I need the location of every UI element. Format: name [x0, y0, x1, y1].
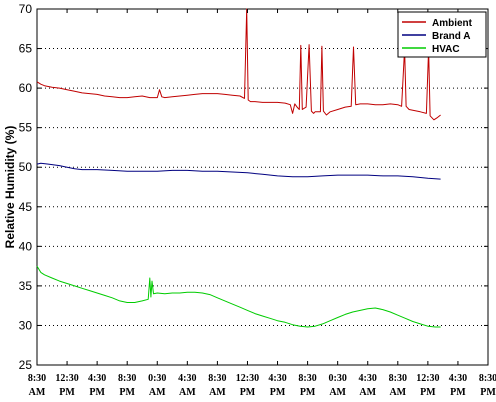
x-tick-label-period: PM: [89, 387, 105, 398]
x-tick-label-period: PM: [59, 387, 75, 398]
x-tick-label-time: 8:30: [298, 373, 316, 384]
axis-layer: 25 30 35 40 45 50 55 60 65 70 8:30 AM 12:30 PM 4:30 PM 8…: [19, 2, 496, 398]
y-tick-label: 60: [19, 81, 33, 95]
x-tick-label-time: 8:30: [28, 373, 46, 384]
x-tick-label-time: 4:30: [359, 373, 377, 384]
y-tick-label: 70: [19, 2, 33, 16]
plot-frame: [36, 8, 489, 366]
legend-label: HVAC: [432, 44, 460, 55]
series-line-brand-a: [36, 162, 441, 180]
y-tick-label: 45: [19, 200, 33, 214]
x-tick-label-time: 8:30: [208, 373, 226, 384]
x-tick-label-time: 8:30: [479, 373, 496, 384]
legend: Ambient Brand A HVAC: [397, 11, 487, 58]
x-tick-label-period: AM: [149, 387, 166, 398]
x-tick-label-time: 8:30: [389, 373, 407, 384]
x-tick-label-period: AM: [389, 387, 406, 398]
y-tick-label: 35: [19, 279, 33, 293]
x-tick-label-period: AM: [29, 387, 46, 398]
x-tick-label-time: 8:30: [118, 373, 136, 384]
x-tick-label-time: 12:30: [55, 373, 78, 384]
y-tick-label: 55: [19, 121, 33, 135]
x-tick-label-period: PM: [270, 387, 286, 398]
x-tick-label-time: 12:30: [236, 373, 259, 384]
x-tick-label-period: AM: [209, 387, 226, 398]
y-tick-label: 65: [19, 42, 33, 56]
x-tick-label-period: PM: [119, 387, 135, 398]
x-tick-label-period: PM: [300, 387, 316, 398]
x-tick-label-period: PM: [420, 387, 436, 398]
x-tick-label-time: 0:30: [328, 373, 346, 384]
x-tick-label-time: 4:30: [268, 373, 286, 384]
series-line-ambient: [36, 8, 441, 121]
y-tick-label: 40: [19, 239, 33, 253]
x-tick-label-time: 4:30: [178, 373, 196, 384]
x-tick-label-time: 12:30: [416, 373, 439, 384]
x-tick-label-time: 0:30: [148, 373, 166, 384]
x-tick-label-period: AM: [179, 387, 196, 398]
series-line-hvac: [36, 265, 441, 328]
y-tick-label: 30: [19, 318, 33, 332]
legend-label: Ambient: [432, 18, 473, 29]
x-tick-label-time: 4:30: [88, 373, 106, 384]
y-tick-label: 25: [19, 358, 33, 372]
x-tick-label-period: PM: [240, 387, 256, 398]
legend-label: Brand A: [432, 31, 471, 42]
x-tick-label-period: PM: [480, 387, 496, 398]
x-tick-label-period: AM: [359, 387, 376, 398]
y-tick-label: 50: [19, 160, 33, 174]
x-tick-label-period: AM: [329, 387, 346, 398]
x-tick-label-time: 4:30: [449, 373, 467, 384]
x-tick-label-period: PM: [450, 387, 466, 398]
series-layer: [36, 8, 441, 328]
y-axis-title: Relative Humidity (%): [3, 126, 17, 249]
